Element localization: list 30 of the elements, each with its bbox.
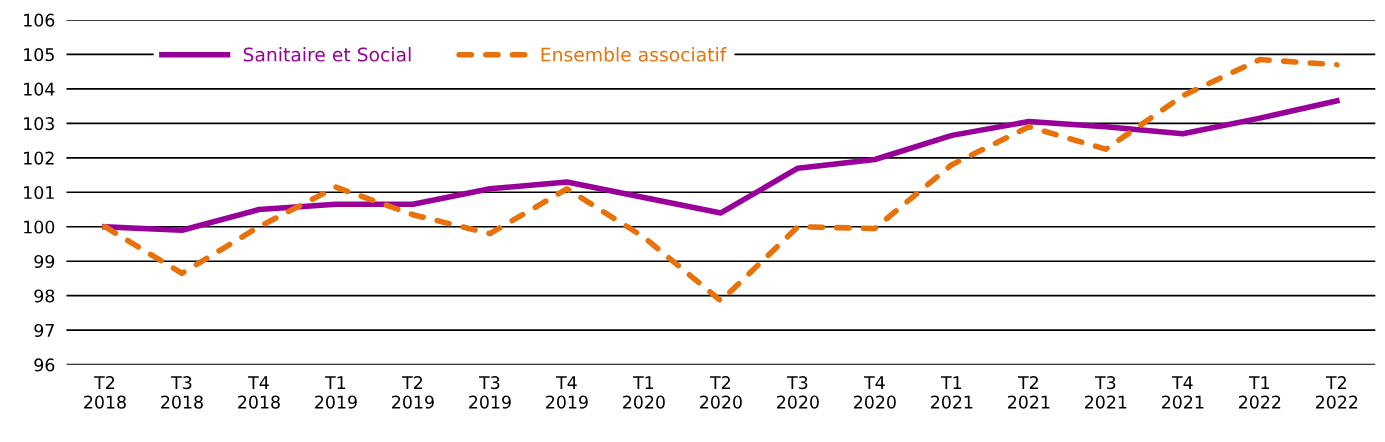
x-tick-label: T4 2018 [238, 376, 280, 409]
y-tick-label: 104 [24, 82, 55, 96]
x-tick-label: T3 2021 [1085, 376, 1127, 409]
x-tick-label: T2 2018 [84, 376, 126, 409]
x-tick-label: T4 2020 [854, 376, 896, 409]
x-tick-label: T1 2019 [315, 376, 357, 409]
y-tick-label: 100 [24, 220, 55, 234]
y-tick-label: 106 [24, 13, 55, 27]
y-tick-label: 103 [24, 117, 54, 131]
x-tick-label: T2 2019 [392, 376, 434, 409]
legend-label: Ensemble associatif [541, 47, 727, 62]
x-tick-label: T1 2022 [1239, 376, 1281, 409]
y-tick-label: 96 [34, 358, 55, 372]
y-tick-label: 98 [34, 289, 55, 303]
x-tick-label: T1 2020 [623, 376, 665, 409]
y-tick-label: 102 [24, 151, 54, 165]
y-tick-label: 101 [24, 185, 54, 200]
x-tick-label: T3 2020 [777, 376, 819, 409]
y-tick-label: 99 [34, 254, 55, 269]
x-tick-label: T4 2019 [546, 376, 588, 409]
x-tick-label: T3 2019 [469, 376, 511, 409]
x-tick-label: T2 2022 [1315, 376, 1358, 409]
y-tick-label: 97 [34, 323, 54, 338]
x-tick-label: T4 2021 [1162, 376, 1204, 409]
x-tick-label: T1 2021 [931, 376, 973, 409]
legend-label: Sanitaire et Social [243, 47, 411, 62]
x-tick-label: T2 2021 [1008, 376, 1050, 409]
x-tick-label: T2 2020 [700, 376, 742, 409]
y-tick-label: 105 [24, 48, 54, 62]
x-tick-label: T3 2018 [161, 376, 203, 409]
